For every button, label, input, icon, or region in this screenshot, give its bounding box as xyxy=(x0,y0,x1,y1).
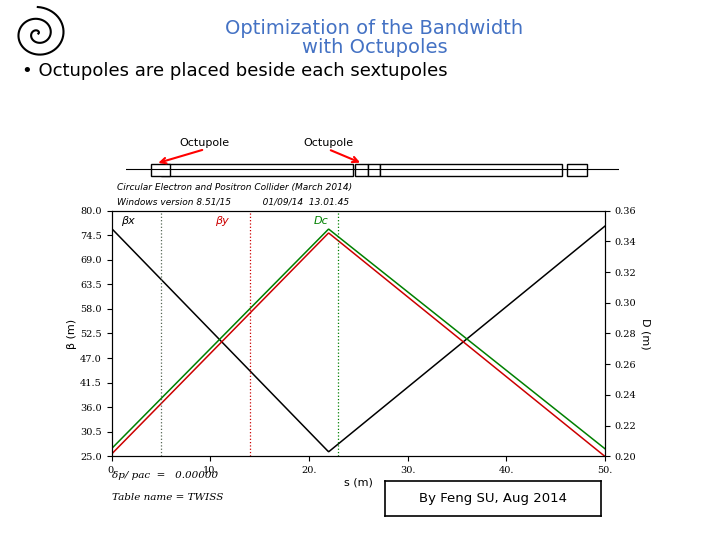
Bar xyxy=(356,164,368,176)
Bar xyxy=(567,164,587,176)
Text: Optimization of the Bandwidth: Optimization of the Bandwidth xyxy=(225,19,523,38)
Y-axis label: β (m): β (m) xyxy=(68,319,77,348)
Text: Windows version 8.51/15           01/09/14  13.01.45: Windows version 8.51/15 01/09/14 13.01.4… xyxy=(117,198,348,207)
Y-axis label: D (m): D (m) xyxy=(640,318,650,349)
Text: Octupole: Octupole xyxy=(303,138,354,149)
Text: Octupole: Octupole xyxy=(180,138,230,149)
Text: Dc: Dc xyxy=(314,216,328,226)
Bar xyxy=(150,164,171,176)
Text: • Octupoles are placed beside each sextupoles: • Octupoles are placed beside each sextu… xyxy=(22,62,447,80)
Bar xyxy=(380,164,562,176)
Text: βy: βy xyxy=(215,216,229,226)
X-axis label: s (m): s (m) xyxy=(343,478,373,488)
Text: Table name = TWISS: Table name = TWISS xyxy=(112,492,223,502)
Bar xyxy=(368,164,380,176)
Text: βx: βx xyxy=(122,216,135,226)
Text: with Octupoles: with Octupoles xyxy=(302,38,447,57)
Text: Circular Electron and Positron Collider (March 2014): Circular Electron and Positron Collider … xyxy=(117,183,351,192)
Text: By Feng SU, Aug 2014: By Feng SU, Aug 2014 xyxy=(419,491,567,505)
Text: δp/ pac  =   0.00000: δp/ pac = 0.00000 xyxy=(112,471,217,480)
Bar xyxy=(161,164,353,176)
